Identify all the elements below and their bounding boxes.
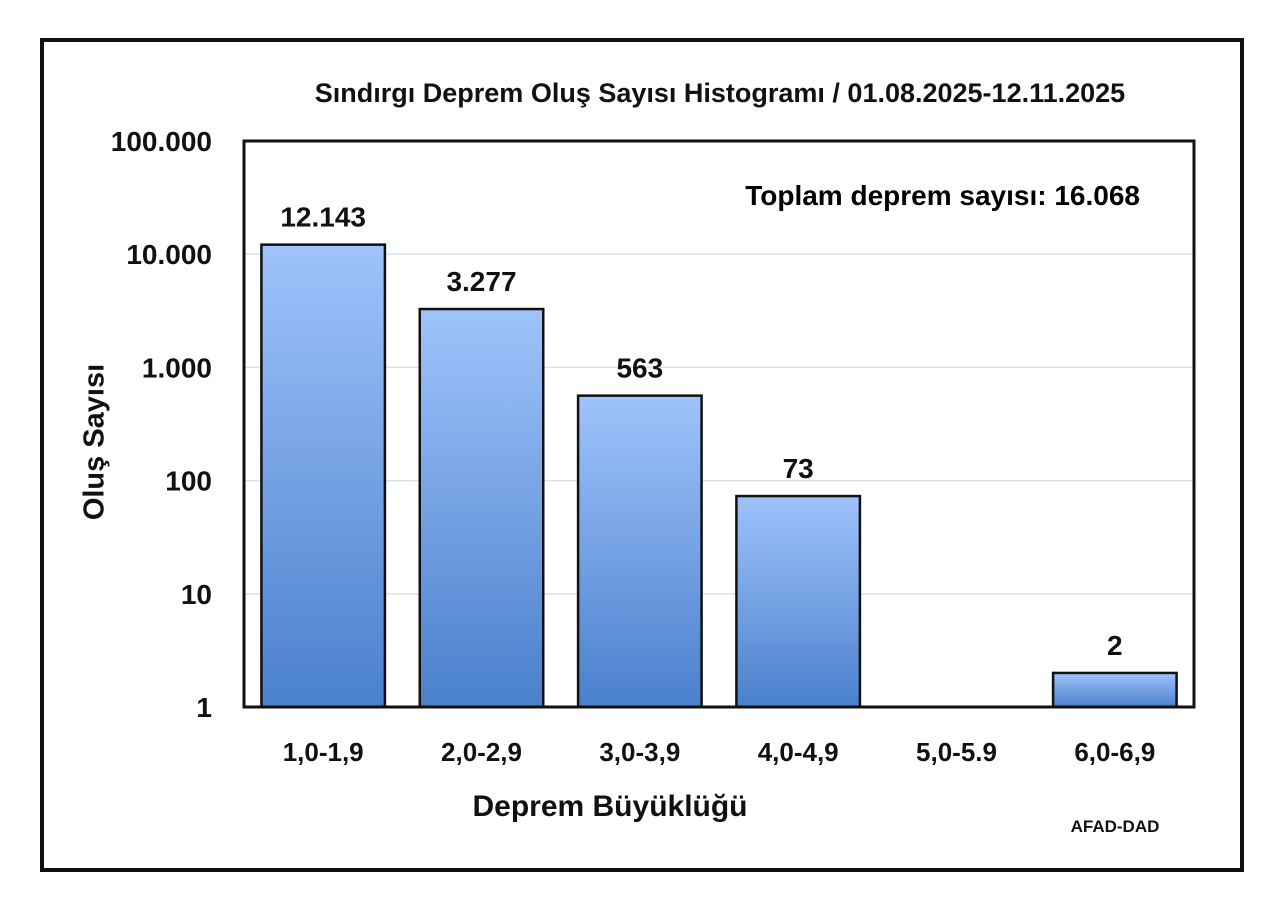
bar-2,0-2,9 [418, 307, 545, 709]
x-tick-label: 5,0-5.9 [916, 737, 997, 767]
bar-1,0-1,9 [260, 243, 387, 709]
bar-3,0-3,9 [576, 394, 703, 709]
x-tick-label: 4,0-4,9 [758, 737, 839, 767]
bar-6,0-6,9 [1051, 671, 1178, 709]
y-tick-label: 1.000 [142, 352, 212, 383]
data-label: 563 [616, 353, 663, 384]
y-tick-label: 100 [165, 466, 212, 497]
y-axis-label: Oluş Sayısı [78, 363, 111, 521]
plot-border [242, 139, 1196, 709]
x-tick-label: 1,0-1,9 [283, 737, 364, 767]
x-axis-label: Deprem Büyüklüğü [472, 790, 748, 823]
total-annotation: Toplam deprem sayısı: 16.068 [745, 180, 1140, 211]
y-tick-label: 10.000 [126, 239, 212, 270]
y-tick-label: 100.000 [111, 126, 212, 157]
data-label: 12.143 [280, 202, 366, 233]
bar-4,0-4,9 [735, 494, 862, 709]
x-tick-label: 3,0-3,9 [599, 737, 680, 767]
y-tick-label: 10 [181, 579, 212, 610]
x-tick-label: 6,0-6,9 [1074, 737, 1155, 767]
data-label: 3.277 [446, 266, 516, 297]
data-label: 73 [783, 453, 814, 484]
source-label: AFAD-DAD [1070, 817, 1160, 836]
x-tick-label: 2,0-2,9 [441, 737, 522, 767]
chart-title: Sındırgı Deprem Oluş Sayısı Histogramı /… [314, 78, 1126, 108]
y-tick-label: 1 [196, 692, 212, 723]
data-label: 2 [1107, 630, 1123, 661]
